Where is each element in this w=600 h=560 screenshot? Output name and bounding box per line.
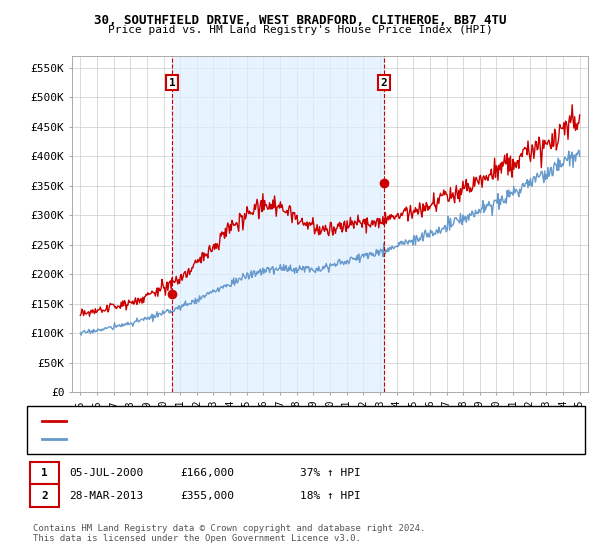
Text: 30, SOUTHFIELD DRIVE, WEST BRADFORD, CLITHEROE, BB7 4TU (detached house): 30, SOUTHFIELD DRIVE, WEST BRADFORD, CLI… xyxy=(72,416,495,426)
Text: 2: 2 xyxy=(41,491,48,501)
Text: £355,000: £355,000 xyxy=(180,491,234,501)
Text: 37% ↑ HPI: 37% ↑ HPI xyxy=(300,468,361,478)
Bar xyxy=(172,56,384,392)
Text: 1: 1 xyxy=(169,77,175,87)
Text: Price paid vs. HM Land Registry's House Price Index (HPI): Price paid vs. HM Land Registry's House … xyxy=(107,25,493,35)
Text: 28-MAR-2013: 28-MAR-2013 xyxy=(69,491,143,501)
Text: 2: 2 xyxy=(380,77,388,87)
Text: £166,000: £166,000 xyxy=(180,468,234,478)
Text: Contains HM Land Registry data © Crown copyright and database right 2024.
This d: Contains HM Land Registry data © Crown c… xyxy=(33,524,425,543)
Text: 30, SOUTHFIELD DRIVE, WEST BRADFORD, CLITHEROE, BB7 4TU: 30, SOUTHFIELD DRIVE, WEST BRADFORD, CLI… xyxy=(94,14,506,27)
Text: 18% ↑ HPI: 18% ↑ HPI xyxy=(300,491,361,501)
Text: 1: 1 xyxy=(41,468,48,478)
Text: HPI: Average price, detached house, Ribble Valley: HPI: Average price, detached house, Ribb… xyxy=(72,434,360,444)
Text: 05-JUL-2000: 05-JUL-2000 xyxy=(69,468,143,478)
